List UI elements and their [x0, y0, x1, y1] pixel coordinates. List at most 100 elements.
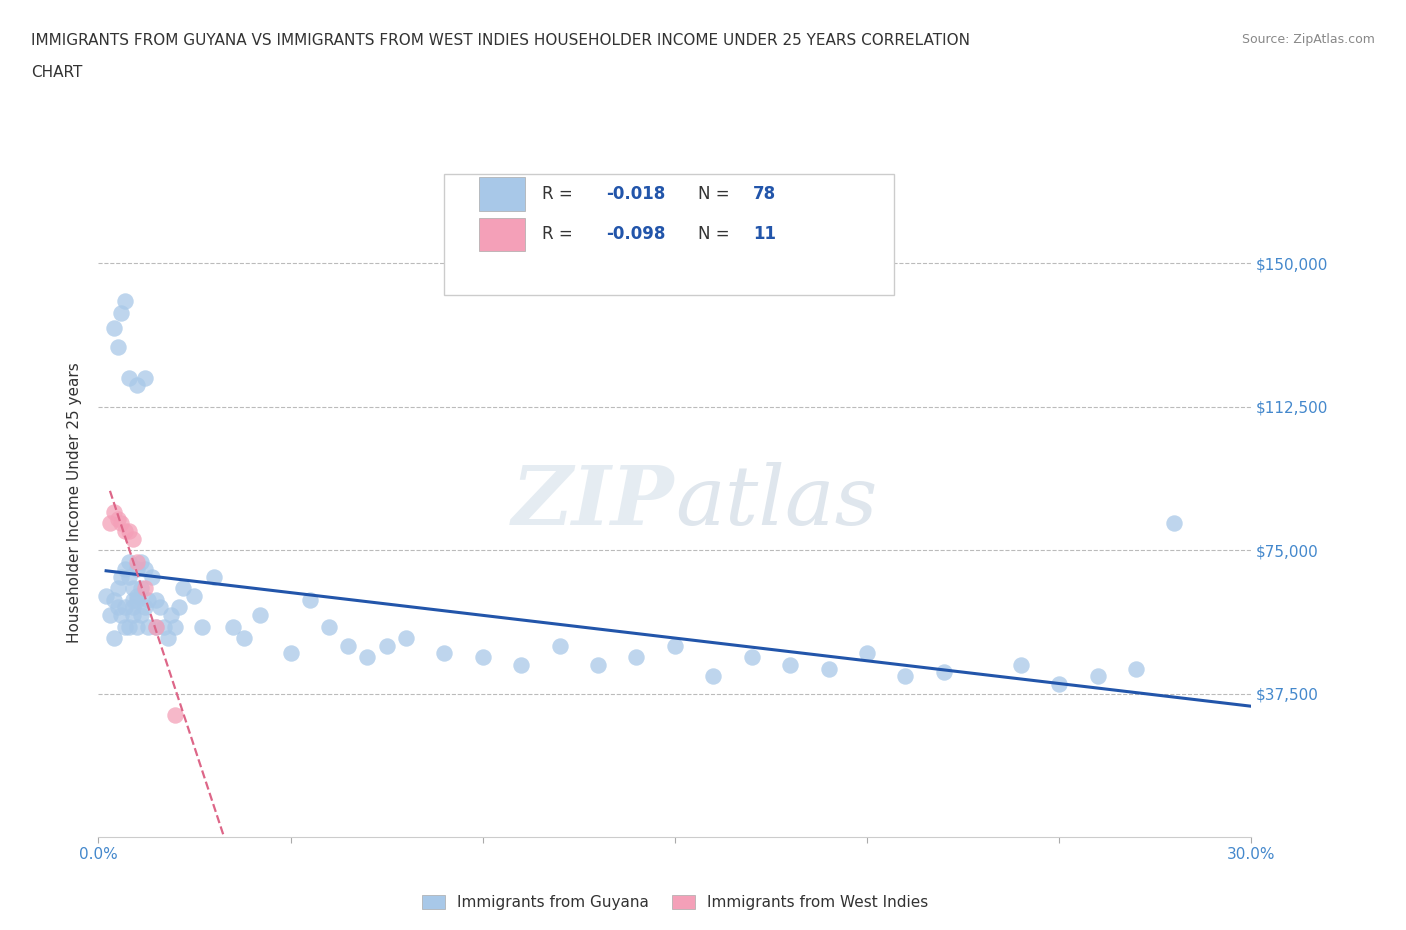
Point: [122, 592, 145, 607]
Point: [817, 661, 839, 676]
Point: [103, 631, 125, 645]
Point: [145, 619, 167, 634]
Point: [118, 569, 141, 584]
Point: [134, 581, 156, 596]
Point: [160, 607, 183, 622]
Point: [548, 638, 571, 653]
Point: [172, 581, 194, 596]
Point: [318, 619, 340, 634]
Point: [114, 619, 136, 634]
Point: [664, 638, 686, 653]
Point: [94, 589, 117, 604]
Point: [145, 619, 167, 634]
Text: N =: N =: [697, 185, 735, 203]
Point: [125, 619, 148, 634]
Point: [118, 554, 141, 569]
Text: R =: R =: [543, 185, 578, 203]
Point: [202, 569, 225, 584]
Point: [125, 589, 148, 604]
Point: [471, 650, 494, 665]
Point: [165, 707, 187, 722]
Point: [167, 600, 190, 615]
Point: [125, 592, 148, 607]
Point: [141, 569, 163, 584]
Point: [249, 607, 271, 622]
Point: [122, 607, 145, 622]
Point: [118, 524, 141, 538]
Point: [110, 305, 132, 320]
Point: [110, 516, 132, 531]
Point: [1087, 669, 1109, 684]
Point: [183, 589, 205, 604]
Point: [433, 646, 456, 661]
Point: [103, 504, 125, 519]
Point: [702, 669, 724, 684]
Point: [107, 339, 129, 354]
Point: [114, 562, 136, 577]
Point: [125, 562, 148, 577]
Point: [222, 619, 245, 634]
Text: -0.018: -0.018: [606, 185, 665, 203]
Point: [1125, 661, 1147, 676]
Text: atlas: atlas: [675, 462, 877, 542]
Point: [134, 600, 156, 615]
Point: [134, 562, 156, 577]
Text: -0.098: -0.098: [606, 225, 665, 244]
Point: [138, 619, 160, 634]
Text: ZIP: ZIP: [512, 462, 675, 542]
Point: [103, 321, 125, 336]
Point: [356, 650, 378, 665]
Point: [233, 631, 256, 645]
Point: [152, 619, 174, 634]
Point: [156, 631, 179, 645]
Point: [129, 554, 152, 569]
Point: [337, 638, 360, 653]
Point: [932, 665, 955, 680]
Point: [510, 658, 533, 672]
Point: [138, 592, 160, 607]
Point: [98, 516, 121, 531]
Y-axis label: Householder Income Under 25 years: Householder Income Under 25 years: [67, 362, 83, 643]
Text: R =: R =: [543, 225, 578, 244]
Point: [125, 554, 148, 569]
Text: IMMIGRANTS FROM GUYANA VS IMMIGRANTS FROM WEST INDIES HOUSEHOLDER INCOME UNDER 2: IMMIGRANTS FROM GUYANA VS IMMIGRANTS FRO…: [31, 33, 970, 47]
Point: [114, 294, 136, 309]
Text: 78: 78: [754, 185, 776, 203]
Point: [107, 600, 129, 615]
Point: [118, 370, 141, 385]
Point: [856, 646, 879, 661]
Text: N =: N =: [697, 225, 735, 244]
FancyBboxPatch shape: [444, 174, 894, 295]
Text: CHART: CHART: [31, 65, 83, 80]
Point: [395, 631, 418, 645]
Point: [114, 524, 136, 538]
Point: [125, 379, 148, 393]
Point: [165, 619, 187, 634]
Point: [129, 607, 152, 622]
Point: [375, 638, 398, 653]
Point: [122, 600, 145, 615]
Bar: [479, 178, 524, 211]
Point: [122, 531, 145, 546]
Point: [122, 581, 145, 596]
Point: [586, 658, 609, 672]
Point: [280, 646, 302, 661]
Point: [98, 607, 121, 622]
Point: [110, 569, 132, 584]
Point: [107, 512, 129, 527]
Point: [134, 370, 156, 385]
Point: [1010, 658, 1032, 672]
Point: [114, 600, 136, 615]
Point: [298, 592, 321, 607]
Point: [779, 658, 801, 672]
Point: [149, 600, 172, 615]
Point: [145, 592, 167, 607]
Point: [894, 669, 917, 684]
Legend: Immigrants from Guyana, Immigrants from West Indies: Immigrants from Guyana, Immigrants from …: [416, 889, 934, 916]
Text: 11: 11: [754, 225, 776, 244]
Point: [741, 650, 763, 665]
Bar: [479, 218, 524, 251]
Point: [103, 592, 125, 607]
Point: [626, 650, 648, 665]
Point: [129, 581, 152, 596]
